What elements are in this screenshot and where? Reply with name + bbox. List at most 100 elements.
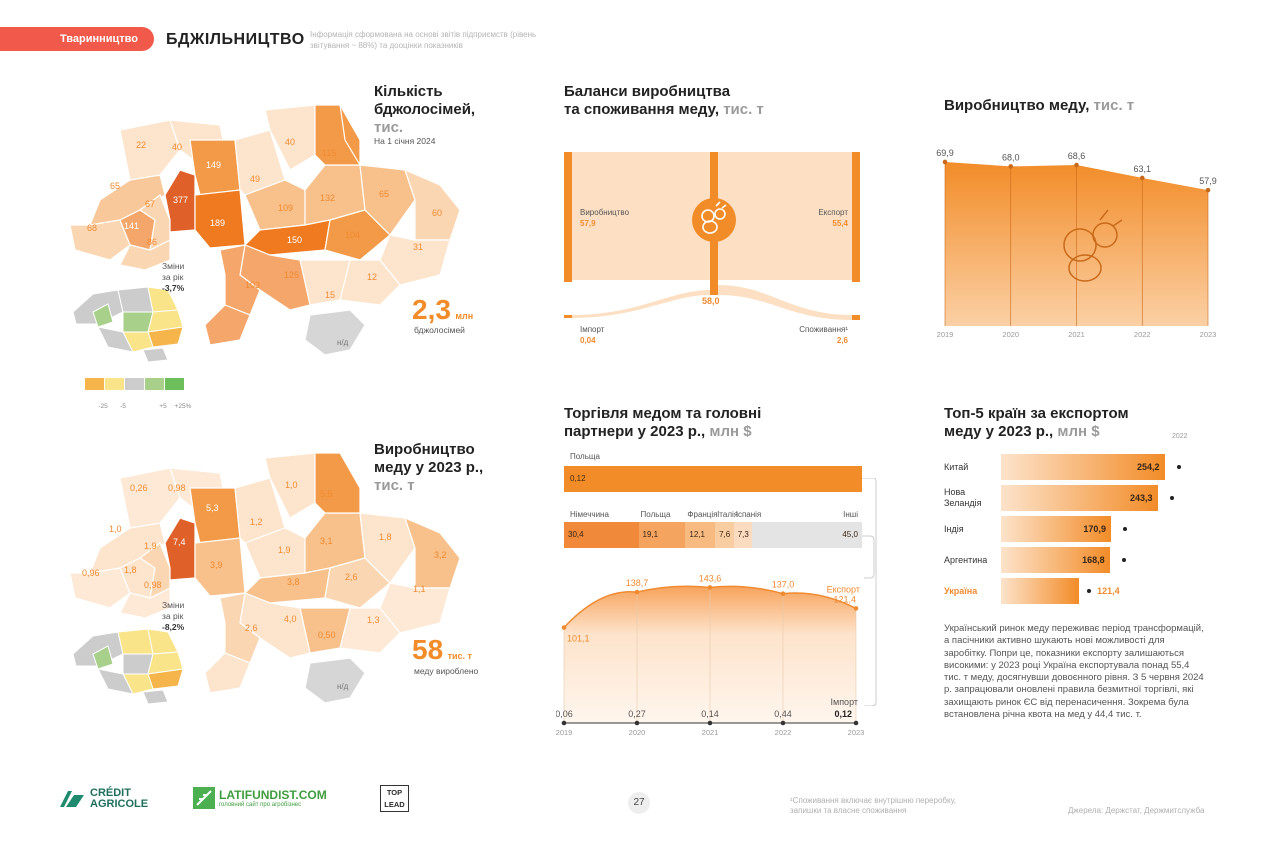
colonies-date: На 1 січня 2024 <box>374 136 436 146</box>
top5-row: Україна 121,4 <box>944 576 1214 607</box>
data-label: 63,1 <box>1133 164 1151 174</box>
export-label: 143,6 <box>699 573 722 583</box>
import-label: 0,06 <box>556 709 573 719</box>
x-tick-label: 2022 <box>1134 330 1151 339</box>
partner-name: Німеччина <box>570 510 609 519</box>
svg-text:65: 65 <box>379 189 389 199</box>
colonies-map: 22 40 65 67 68 141 86 377 149 189 49 40 … <box>69 104 461 356</box>
colonies-total-caption: бджолосімей <box>414 325 465 335</box>
svg-text:149: 149 <box>206 160 221 170</box>
page-number: 27 <box>628 792 650 814</box>
svg-text:5,3: 5,3 <box>206 503 219 513</box>
partner-segment: 12,1 <box>685 522 716 548</box>
prev-year-marker <box>1176 465 1181 469</box>
import-partner-bar: 0,12 <box>564 466 862 492</box>
svg-text:125: 125 <box>284 270 299 280</box>
x-tick-label: 2019 <box>937 330 954 339</box>
data-label: 68,6 <box>1068 151 1086 161</box>
country-name: Аргентина <box>944 555 988 565</box>
svg-text:150: 150 <box>287 235 302 245</box>
country-bar: 254,2 <box>1001 454 1165 480</box>
colonies-change-map <box>72 286 184 363</box>
svg-text:1,9: 1,9 <box>278 545 291 555</box>
partner-name: Польща <box>640 510 671 519</box>
svg-text:1,2: 1,2 <box>250 517 263 527</box>
svg-text:189: 189 <box>210 218 225 228</box>
svg-text:1,0: 1,0 <box>109 524 122 534</box>
export-point <box>561 625 567 630</box>
country-name: Україна <box>944 586 978 596</box>
production-area-chart: 69,9 2019 68,0 2020 68,6 2021 63,1 2022 57,9 2023 <box>936 148 1217 339</box>
data-label: 57,9 <box>1199 176 1217 186</box>
x-tick-label: 2019 <box>556 728 572 737</box>
top5-title: Топ-5 країн за експортом меду у 2023 р.,… <box>944 405 1129 440</box>
colonies-title: Кількість бджолосімей, тис. <box>374 83 476 136</box>
bee-icon <box>1063 209 1123 282</box>
partner-segment: 7,6 <box>715 522 734 548</box>
x-tick-label: 2023 <box>848 728 865 737</box>
balance-middle-value: 58,0 <box>702 296 720 306</box>
import-label: 0,14 <box>701 709 719 719</box>
country-bar: 170,9 <box>1001 516 1111 542</box>
export-label: 101,1 <box>567 634 590 644</box>
production-chart-title: Виробництво меду, тис. т <box>944 97 1135 114</box>
data-label: 68,0 <box>1002 152 1020 162</box>
balance-title: Баланси виробництва та споживання меду, … <box>564 83 764 118</box>
wheat-icon <box>193 787 215 809</box>
data-point <box>942 159 948 165</box>
honey-map-title: Виробництво меду у 2023 р., тис. т <box>374 441 484 494</box>
top5-year-marker: 2022 <box>1172 433 1188 440</box>
latifundist-logo: LATIFUNDIST.COM головний сайт про агробі… <box>193 787 327 809</box>
svg-text:104: 104 <box>345 230 360 240</box>
balance-production: Виробництво 57,9 <box>580 208 630 228</box>
colonies-change: Зміни за рік -3,7% <box>162 261 185 293</box>
partner-value: 7,6 <box>719 530 731 539</box>
x-tick-label: 2023 <box>1200 330 1217 339</box>
summary-paragraph: Український ринок меду переживає період … <box>944 623 1204 721</box>
svg-text:1,9: 1,9 <box>144 541 157 551</box>
toplead-logo: TOP LEAD <box>380 785 409 812</box>
x-tick-label: 2021 <box>1068 330 1085 339</box>
country-value: 170,9 <box>1083 524 1106 534</box>
import-label: 0,12 <box>834 709 852 719</box>
svg-text:86: 86 <box>147 237 157 247</box>
svg-text:3,8: 3,8 <box>287 577 300 587</box>
svg-text:67: 67 <box>145 199 155 209</box>
colonies-total: 2,3 млн <box>412 294 474 325</box>
svg-text:132: 132 <box>320 193 335 203</box>
country-name: Нова Зеландія <box>944 487 982 508</box>
svg-text:2,6: 2,6 <box>345 572 358 582</box>
svg-text:н/д: н/д <box>337 682 349 691</box>
prev-year-marker <box>1169 496 1174 500</box>
export-point <box>707 585 713 590</box>
svg-text:4,0: 4,0 <box>284 614 297 624</box>
svg-text:31: 31 <box>413 242 423 252</box>
svg-text:49: 49 <box>250 174 260 184</box>
prev-year-marker <box>1122 527 1127 531</box>
import-series-label: Імпорт <box>831 697 859 707</box>
section-tag: Тваринництво <box>0 27 154 51</box>
svg-text:1,8: 1,8 <box>124 565 137 575</box>
partner-name: Італія <box>717 510 739 519</box>
svg-text:141: 141 <box>124 221 139 231</box>
partner-name: Іспанія <box>735 510 762 519</box>
honey-production-map: 0,26 0,98 1,0 7,4 5,3 1,9 1,8 0,96 0,98 … <box>69 452 461 704</box>
country-bar: 168,8 <box>1001 547 1110 573</box>
import-label: 0,44 <box>774 709 792 719</box>
bee-icon <box>692 198 736 242</box>
svg-text:0,26: 0,26 <box>130 483 148 493</box>
credit-agricole-icon <box>60 791 84 807</box>
svg-text:н/д: н/д <box>337 338 349 347</box>
data-label: 69,9 <box>936 148 954 158</box>
country-value: 254,2 <box>1137 462 1160 472</box>
country-bar: 243,3 <box>1001 485 1158 511</box>
svg-text:377: 377 <box>173 195 188 205</box>
data-point <box>1139 175 1145 181</box>
country-bar: 121,4 <box>1001 578 1120 604</box>
top5-row: Нова Зеландія 243,3 <box>944 483 1214 514</box>
balance-consumption: Споживання¹ 2,6 <box>799 325 848 345</box>
svg-text:1,8: 1,8 <box>379 532 392 542</box>
export-point <box>634 589 640 595</box>
svg-text:0,96: 0,96 <box>82 568 100 578</box>
svg-text:60: 60 <box>432 208 442 218</box>
